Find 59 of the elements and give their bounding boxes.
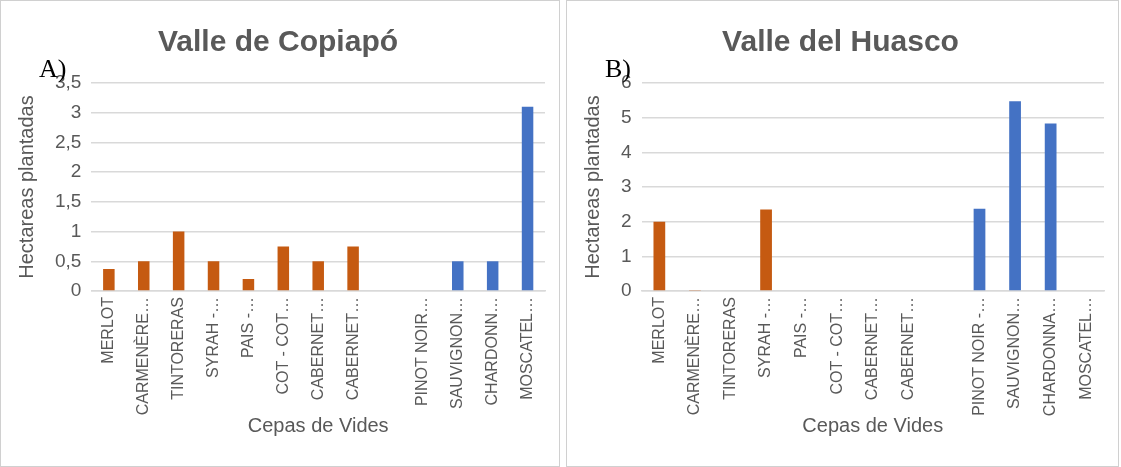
bar <box>452 261 464 291</box>
x-tick-label: MERLOT <box>99 296 117 364</box>
x-tick-label: MERLOT <box>649 296 667 364</box>
x-tick-label: CABERNET… <box>863 297 881 401</box>
chart-title: Valle del Huasco <box>722 24 959 58</box>
y-tick-label: 2 <box>70 160 82 182</box>
x-tick-label: SAUVIGNON… <box>448 297 466 410</box>
x-tick-label: CARMENÈRE… <box>133 297 152 416</box>
x-tick-label: COT - COT… <box>827 297 845 395</box>
bar <box>137 261 150 291</box>
bar <box>653 221 666 291</box>
x-tick-label: SAUVIGNON… <box>1005 297 1023 410</box>
x-tick-label: TINTORERAS <box>720 297 738 400</box>
x-tick-label: CHARDONN… <box>483 297 501 406</box>
bar <box>1044 123 1057 291</box>
bar <box>521 106 534 291</box>
y-tick-label: 4 <box>620 140 632 162</box>
y-tick-label: 0,5 <box>54 249 82 271</box>
x-tick-label: SYRAH -… <box>203 297 221 378</box>
x-tick-label: TINTORERAS <box>169 297 187 400</box>
y-tick-label: 1 <box>70 219 82 241</box>
x-tick-label: MOSCATEL… <box>1076 297 1094 400</box>
bar <box>312 261 324 291</box>
bar <box>1009 101 1021 291</box>
y-tick-label: 2,5 <box>54 130 82 152</box>
bar <box>103 269 115 291</box>
y-tick-label: 5 <box>620 105 632 127</box>
x-tick-label: MOSCATEL… <box>517 297 535 400</box>
bar <box>277 246 290 291</box>
bar <box>207 261 220 291</box>
x-tick-label: CABERNET… <box>898 297 916 401</box>
chart-title: Valle de Copiapó <box>157 24 399 58</box>
x-tick-label: CABERNET… <box>343 297 361 401</box>
y-tick-label: 3 <box>620 175 632 197</box>
bar <box>347 246 359 291</box>
y-tick-label: 2 <box>620 209 632 231</box>
y-tick-label: 1 <box>620 244 632 266</box>
x-tick-label: PAIS -… <box>238 297 256 359</box>
x-axis-title: Cepas de Vides <box>802 414 944 436</box>
x-tick-label: CHARDONNA… <box>1041 297 1059 417</box>
x-tick-label: CABERNET… <box>308 297 326 401</box>
bar <box>760 209 772 291</box>
y-tick-label: 0 <box>70 279 82 301</box>
bar <box>242 279 255 291</box>
x-tick-label: PINOT NOIR -… <box>969 297 987 416</box>
y-axis-title: Hectareas plantadas <box>580 95 603 279</box>
bar <box>486 261 499 291</box>
x-tick-label: COT - COT… <box>273 297 291 395</box>
x-tick-label: SYRAH -… <box>756 297 774 378</box>
y-axis-title: Hectareas plantadas <box>14 95 37 279</box>
x-axis-title: Cepas de Vides <box>247 414 389 436</box>
y-tick-label: 0 <box>620 279 632 301</box>
y-tick-label: 1,5 <box>54 190 82 212</box>
bar <box>973 208 986 291</box>
x-tick-label: CARMENÈRE… <box>684 297 703 416</box>
y-tick-label: 3 <box>70 100 82 122</box>
x-tick-label: PAIS -… <box>792 297 810 359</box>
bar <box>172 231 185 291</box>
x-tick-label: PINOT NOIR… <box>413 297 431 407</box>
